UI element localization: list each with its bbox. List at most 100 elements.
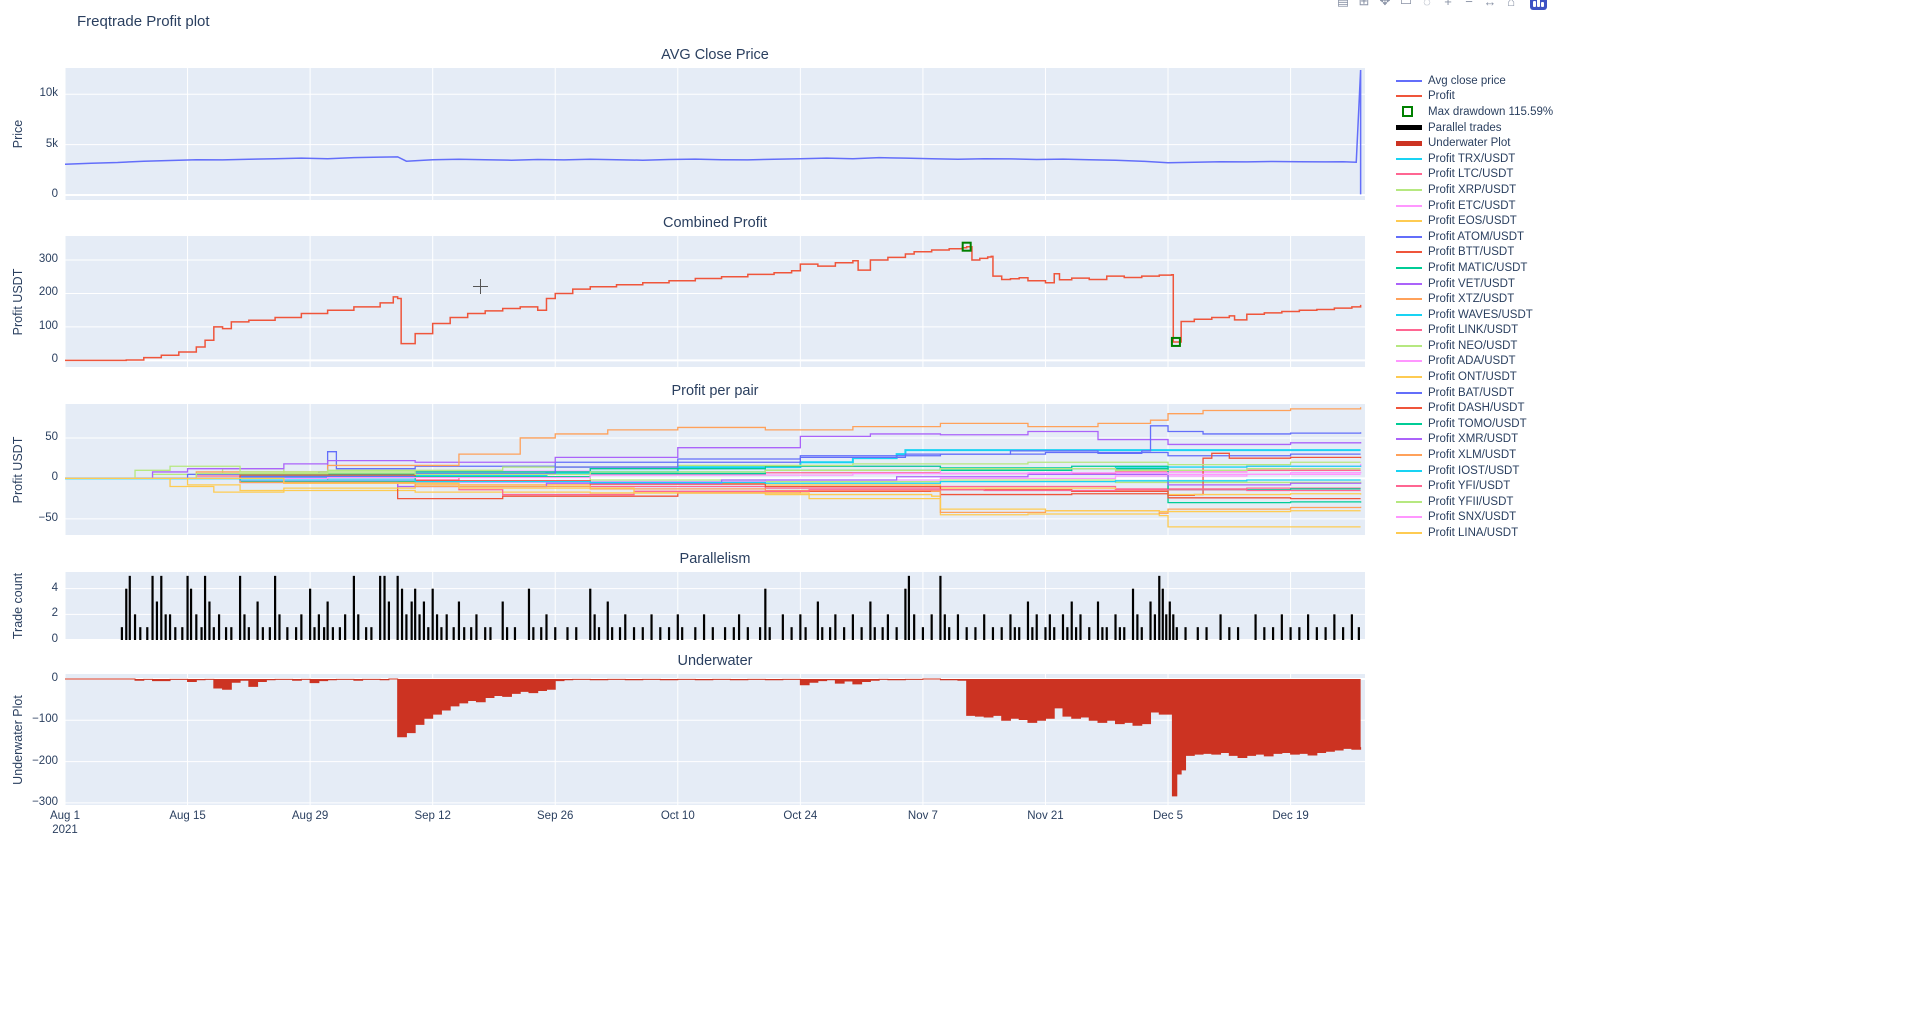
legend-item-profit-xmr-usdt[interactable]: Profit XMR/USDT	[1396, 432, 1553, 448]
legend-item-profit-eos-usdt[interactable]: Profit EOS/USDT	[1396, 213, 1553, 229]
plot-area-underwater[interactable]	[65, 674, 1365, 805]
legend-item-profit-btt-usdt[interactable]: Profit BTT/USDT	[1396, 245, 1553, 261]
legend-item-profit-etc-usdt[interactable]: Profit ETC/USDT	[1396, 198, 1553, 214]
legend-item-profit-matic-usdt[interactable]: Profit MATIC/USDT	[1396, 260, 1553, 276]
parallelism-bar	[1048, 614, 1051, 640]
legend-label: Profit IOST/USDT	[1428, 464, 1520, 477]
parallelism-bar	[540, 627, 543, 640]
parallelism-bar	[869, 601, 872, 640]
legend-item-parallel-trades[interactable]: Parallel trades	[1396, 120, 1553, 136]
x-tick-label: Sep 12	[414, 810, 451, 822]
parallelism-bar	[895, 627, 898, 640]
legend-item-avg-close-price[interactable]: Avg close price	[1396, 73, 1553, 89]
parallelism-bar	[1149, 601, 1152, 640]
parallelism-bar	[313, 627, 316, 640]
parallelism-bar	[431, 588, 434, 640]
x-tick-label: Nov 7	[907, 810, 938, 822]
subplot-avg-close-price[interactable]: AVG Close Price Price 0 5k 10k	[11, 47, 1365, 200]
legend-item-profit-vet-usdt[interactable]: Profit VET/USDT	[1396, 276, 1553, 292]
plot-background	[65, 68, 1365, 200]
legend-label: Profit ONT/USDT	[1428, 371, 1517, 384]
autoscale-icon[interactable]: ↔	[1483, 0, 1497, 9]
camera-icon[interactable]: ▤	[1336, 0, 1350, 8]
plot-area-combined-profit[interactable]	[65, 236, 1365, 367]
zoom-icon[interactable]: ⊞	[1358, 0, 1370, 8]
legend-item-underwater-plot[interactable]: Underwater Plot	[1396, 135, 1553, 151]
parallelism-bar	[338, 627, 341, 640]
zoom-in-icon[interactable]: +	[1444, 0, 1452, 9]
parallelism-bar	[597, 627, 601, 640]
plotly-logo[interactable]	[1530, 0, 1547, 10]
parallelism-bar	[1031, 627, 1034, 640]
pan-icon[interactable]: ✥	[1379, 0, 1391, 8]
x-tick-label: Sep 26	[537, 810, 574, 822]
legend-label: Parallel trades	[1428, 121, 1502, 134]
parallelism-bar	[694, 627, 697, 640]
plot-area-profit-per-pair[interactable]	[65, 404, 1365, 535]
legend-item-profit-xrp-usdt[interactable]: Profit XRP/USDT	[1396, 182, 1553, 198]
legend-item-profit-neo-usdt[interactable]: Profit NEO/USDT	[1396, 338, 1553, 354]
y-axis-label: Profit USDT	[11, 436, 25, 503]
subplot-profit-per-pair[interactable]: Profit per pair Profit USDT −50 0 50	[11, 383, 1365, 535]
legend-item-profit-dash-usdt[interactable]: Profit DASH/USDT	[1396, 400, 1553, 416]
parallelism-bar	[1158, 575, 1161, 640]
zoom-out-icon[interactable]: −	[1465, 0, 1473, 9]
plot-area-avg-close[interactable]	[65, 68, 1365, 200]
legend-item-profit-bat-usdt[interactable]: Profit BAT/USDT	[1396, 385, 1553, 401]
legend-item-max-drawdown-115-59-[interactable]: Max drawdown 115.59%	[1396, 104, 1553, 120]
y-tick-label: 4	[51, 581, 58, 594]
parallelism-bar	[1298, 627, 1301, 640]
x-tick-label: Aug 1 2021	[49, 810, 81, 836]
parallelism-bar	[125, 588, 128, 640]
parallelism-bar	[746, 627, 749, 640]
parallelism-bar	[414, 588, 417, 640]
plot-area-parallelism[interactable]	[65, 572, 1365, 640]
series-Profit SNX/USDT	[65, 471, 1362, 480]
parallelism-bar	[681, 627, 684, 640]
legend-item-profit-atom-usdt[interactable]: Profit ATOM/USDT	[1396, 229, 1553, 245]
parallelism-bar	[181, 627, 184, 640]
legend-item-profit-iost-usdt[interactable]: Profit IOST/USDT	[1396, 463, 1553, 479]
legend-item-profit-trx-usdt[interactable]: Profit TRX/USDT	[1396, 151, 1553, 167]
legend-item-profit-ltc-usdt[interactable]: Profit LTC/USDT	[1396, 167, 1553, 183]
parallelism-bar	[186, 575, 189, 640]
parallelism-bar	[532, 627, 535, 640]
parallelism-bar	[1263, 627, 1266, 640]
parallelism-bar	[1118, 627, 1121, 640]
x-tick-label: Oct 24	[783, 810, 818, 822]
legend-item-profit-ont-usdt[interactable]: Profit ONT/USDT	[1396, 369, 1553, 385]
parallelism-bar	[659, 627, 662, 640]
legend-label: Profit XLM/USDT	[1428, 449, 1517, 462]
parallelism-bar	[470, 627, 473, 640]
legend-item-profit-waves-usdt[interactable]: Profit WAVES/USDT	[1396, 307, 1553, 323]
subplot-combined-profit[interactable]: Combined Profit Profit USDT 0 100 200 300	[11, 215, 1365, 367]
legend-label: Profit XMR/USDT	[1428, 433, 1519, 446]
parallelism-bar	[396, 575, 399, 640]
subplot-underwater[interactable]: Underwater Underwater Plot 0 −100 −200 −300	[11, 653, 1365, 808]
legend-item-profit-link-usdt[interactable]: Profit LINK/USDT	[1396, 323, 1553, 339]
box-select-icon[interactable]: ▭	[1399, 0, 1413, 8]
parallelism-bar	[1342, 627, 1345, 640]
legend-item-profit-lina-usdt[interactable]: Profit LINA/USDT	[1396, 525, 1553, 541]
legend-item-profit-yfii-usdt[interactable]: Profit YFII/USDT	[1396, 494, 1553, 510]
legend-item-profit[interactable]: Profit	[1396, 89, 1553, 105]
lasso-select-icon[interactable]: ◌	[1423, 0, 1431, 9]
parallelism-bar	[948, 627, 951, 640]
parallelism-bar	[1131, 588, 1135, 640]
legend-item-profit-tomo-usdt[interactable]: Profit TOMO/USDT	[1396, 416, 1553, 432]
parallelism-bar	[575, 627, 578, 640]
parallelism-bar	[1219, 614, 1222, 640]
y-tick-label: 0	[51, 633, 58, 645]
legend-item-profit-xlm-usdt[interactable]: Profit XLM/USDT	[1396, 447, 1553, 463]
y-tick-label: −300	[32, 795, 58, 808]
legend-item-profit-ada-usdt[interactable]: Profit ADA/USDT	[1396, 354, 1553, 370]
parallelism-bar	[527, 588, 531, 640]
parallelism-bar	[1161, 588, 1164, 640]
x-tick-label: Oct 10	[660, 810, 695, 822]
legend-item-profit-snx-usdt[interactable]: Profit SNX/USDT	[1396, 510, 1553, 526]
parallelism-bar	[212, 627, 215, 640]
legend-item-profit-xtz-usdt[interactable]: Profit XTZ/USDT	[1396, 291, 1553, 307]
legend-item-profit-yfi-usdt[interactable]: Profit YFI/USDT	[1396, 478, 1553, 494]
reset-axes-icon[interactable]: ⌂	[1507, 0, 1515, 9]
